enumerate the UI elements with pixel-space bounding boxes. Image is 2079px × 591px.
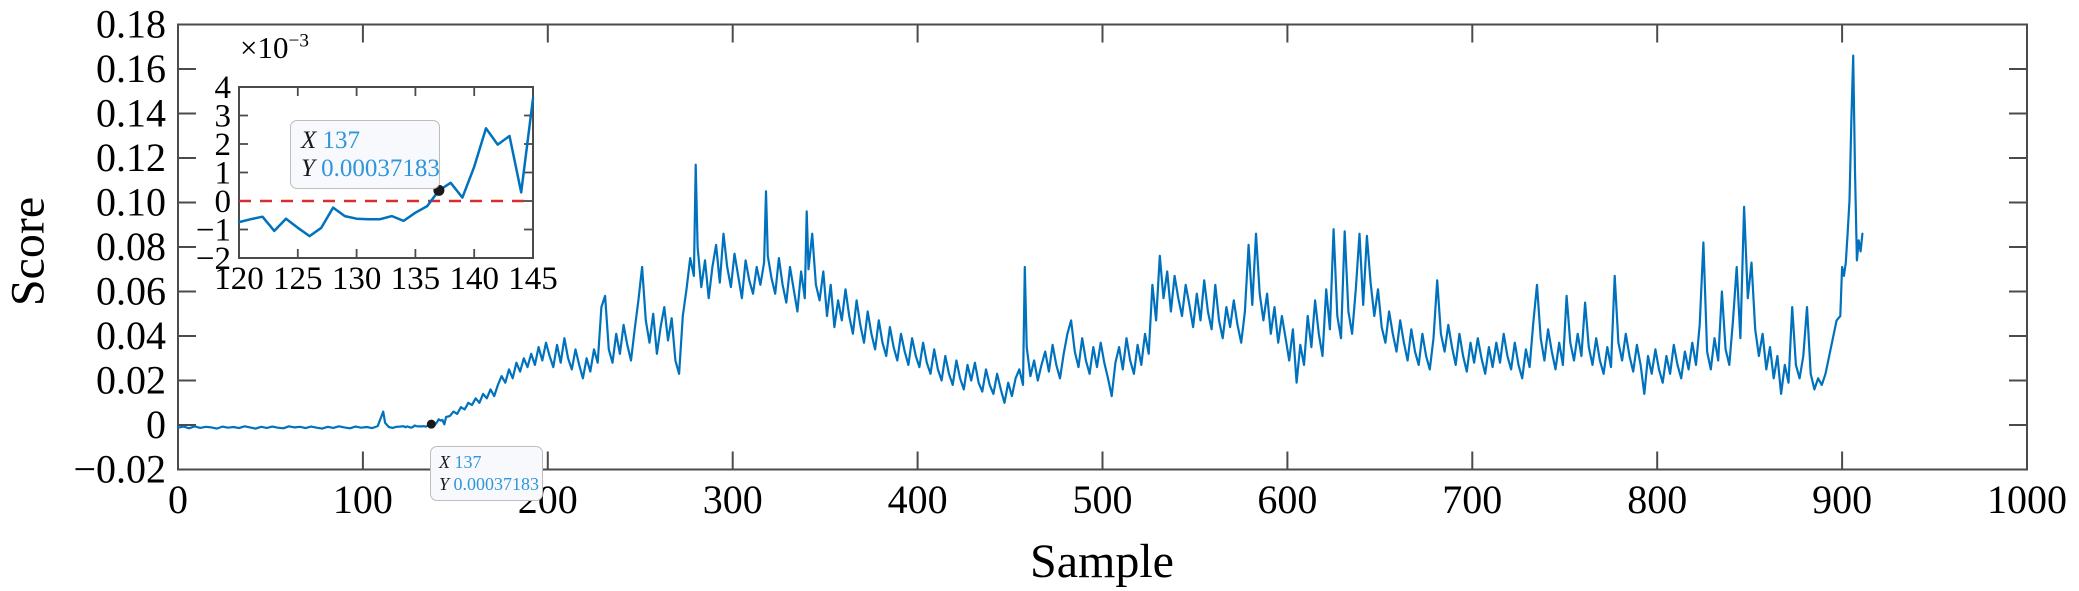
datatip-x-label: X — [439, 452, 450, 472]
x-tick-label: 800 — [1627, 477, 1687, 522]
inset-y-tick-label: 1 — [215, 156, 232, 192]
datatip-x-label: X — [301, 127, 317, 154]
y-tick-label: 0.12 — [96, 135, 166, 180]
inset-exponent-label: ×10−3 — [240, 30, 309, 66]
inset-x-tick-label: 135 — [391, 261, 441, 297]
x-tick-label: 900 — [1812, 477, 1872, 522]
inset-y-tick-label: −1 — [196, 213, 231, 249]
datatip-x-value: 137 — [322, 127, 361, 154]
x-tick-label: 700 — [1442, 477, 1502, 522]
y-tick-label: 0.08 — [96, 224, 166, 269]
y-tick-label: 0.10 — [96, 180, 166, 225]
exponent-base: ×10 — [240, 30, 289, 65]
datatip-y-value: 0.00037183 — [453, 474, 540, 494]
inset-y-tick-label: 3 — [215, 99, 232, 135]
datatip-main-marker[interactable] — [426, 419, 436, 429]
inset-y-tick-label: −2 — [196, 241, 231, 277]
y-tick-label: 0.18 — [96, 2, 166, 47]
x-tick-label: 500 — [1073, 477, 1133, 522]
datatip-y-row: Y 0.00037183 — [301, 155, 440, 183]
inset-x-tick-label: 145 — [508, 261, 558, 297]
datatip-inset[interactable]: X 137 Y 0.00037183 — [290, 120, 440, 189]
y-tick-label: 0 — [146, 402, 166, 447]
y-tick-label: 0.04 — [96, 313, 166, 358]
inset-y-tick-label: 4 — [215, 70, 232, 106]
x-tick-label: 400 — [888, 477, 948, 522]
datatip-y-value: 0.00037183 — [321, 155, 440, 182]
datatip-y-label: Y — [439, 474, 450, 494]
datatip-main[interactable]: X 137 Y 0.00037183 — [430, 446, 543, 501]
y-axis-label: Score — [1, 196, 55, 307]
datatip-y-row: Y 0.00037183 — [439, 473, 539, 495]
x-tick-label: 600 — [1257, 477, 1317, 522]
datatip-x-row: X 137 — [301, 127, 429, 155]
inset-series-line — [237, 97, 535, 238]
exponent-power: −3 — [288, 30, 309, 52]
datatip-x-row: X 137 — [439, 451, 534, 473]
datatip-y-label: Y — [301, 155, 315, 182]
x-axis-label: Sample — [1030, 535, 1174, 588]
x-tick-label: 0 — [168, 477, 188, 522]
y-tick-label: 0.06 — [96, 269, 166, 314]
inset-y-tick-label: 0 — [215, 184, 232, 220]
inset-x-tick-label: 130 — [332, 261, 382, 297]
datatip-x-value: 137 — [454, 452, 482, 472]
inset-x-tick-label: 120 — [214, 261, 264, 297]
inset-y-tick-label: 2 — [215, 127, 232, 163]
inset-x-tick-label: 125 — [273, 261, 323, 297]
x-tick-label: 300 — [703, 477, 763, 522]
main-series-line — [176, 54, 1864, 430]
y-tick-label: −0.02 — [73, 447, 166, 492]
y-tick-label: 0.14 — [96, 91, 166, 136]
x-tick-label: 100 — [333, 477, 393, 522]
x-tick-label: 1000 — [1987, 477, 2067, 522]
y-tick-label: 0.02 — [96, 358, 166, 403]
y-tick-label: 0.16 — [96, 46, 166, 91]
inset-x-tick-label: 140 — [449, 261, 499, 297]
